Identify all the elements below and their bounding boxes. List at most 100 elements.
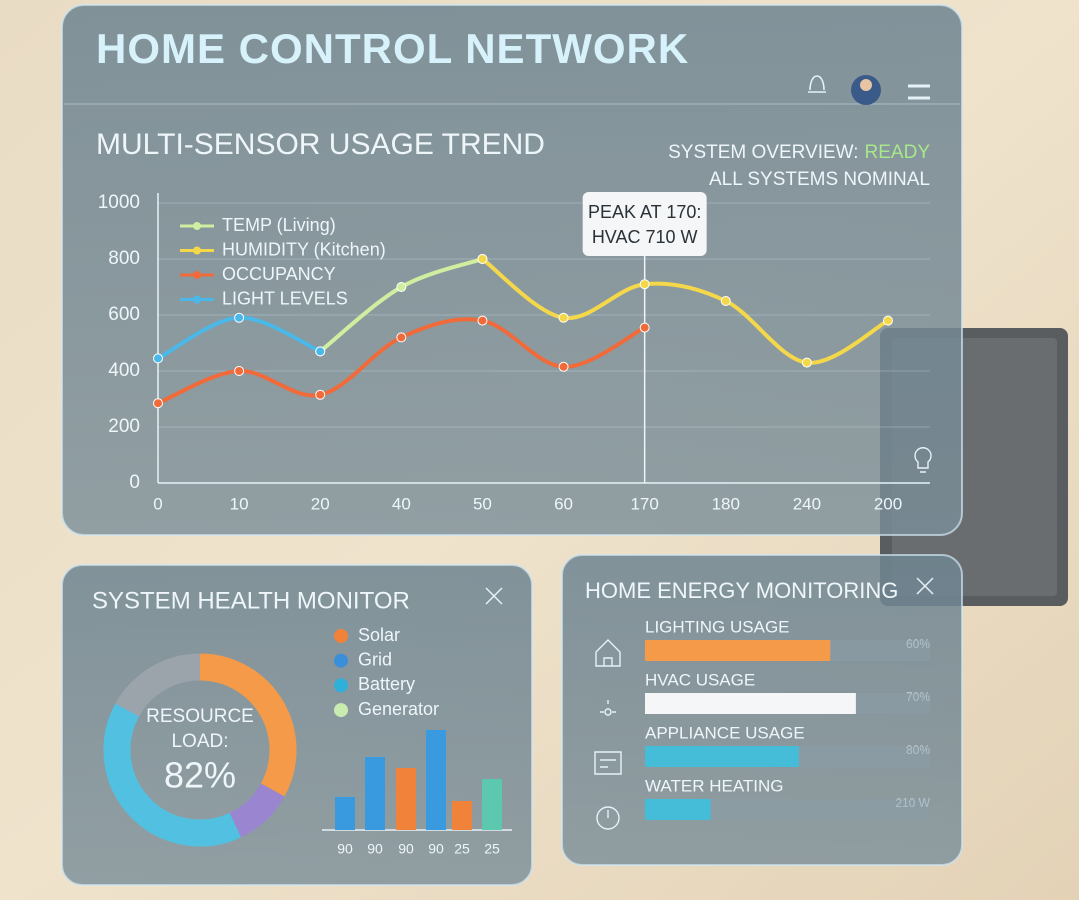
y-tick-label: 1000 <box>98 192 140 213</box>
energy-title: HOME ENERGY MONITORING <box>585 578 898 603</box>
data-point <box>720 296 731 306</box>
legend-dot <box>193 271 201 279</box>
legend-label: TEMP (Living) <box>222 215 336 235</box>
main-panel <box>61 4 963 536</box>
legend-dot <box>334 653 348 668</box>
data-point <box>883 315 893 326</box>
data-point <box>234 312 245 323</box>
app-title: HOME CONTROL NETWORK <box>96 25 689 72</box>
bar <box>645 693 856 714</box>
data-point <box>639 279 650 290</box>
x-tick-label: 90 <box>428 841 444 857</box>
data-point <box>153 353 163 364</box>
bar <box>365 757 385 830</box>
legend-label: HUMIDITY (Kitchen) <box>222 239 386 259</box>
bar <box>335 797 355 830</box>
bar-track <box>645 799 930 820</box>
x-tick-label: 90 <box>398 841 414 857</box>
avatar-face <box>860 79 872 91</box>
data-point <box>153 398 163 409</box>
bar <box>482 779 502 830</box>
donut-segment <box>229 783 285 838</box>
x-tick-label: 200 <box>874 494 902 513</box>
data-point <box>558 312 569 323</box>
x-tick-label: 90 <box>337 841 353 857</box>
status-note: ALL SYSTEMS NOMINAL <box>709 169 930 190</box>
home-icon <box>595 639 621 667</box>
close-button[interactable] <box>485 587 503 605</box>
appliance-icon <box>594 751 622 775</box>
x-tick-label: 20 <box>311 494 330 513</box>
usage-label: HVAC USAGE <box>645 670 755 689</box>
usage-label: LIGHTING USAGE <box>645 617 790 636</box>
data-point <box>396 282 407 292</box>
legend-label: Grid <box>358 649 392 669</box>
y-tick-label: 200 <box>108 416 140 437</box>
y-tick-label: 400 <box>108 360 140 381</box>
y-tick-label: 0 <box>129 472 140 493</box>
bar <box>645 640 831 661</box>
data-point <box>558 361 569 372</box>
y-tick-label: 600 <box>108 304 140 325</box>
series-line <box>480 257 890 365</box>
status-line: SYSTEM OVERVIEW: READY <box>668 142 930 163</box>
bell-icon[interactable] <box>808 75 826 93</box>
status-state: READY <box>865 142 931 163</box>
usage-label: WATER HEATING <box>645 776 784 795</box>
close-button[interactable] <box>916 577 934 595</box>
donut-center-text: LOAD: <box>171 731 228 752</box>
status-label: SYSTEM OVERVIEW: <box>668 142 858 163</box>
legend-label: Solar <box>358 625 400 645</box>
bar <box>426 730 446 830</box>
x-tick-label: 180 <box>712 494 740 513</box>
data-point <box>315 389 326 400</box>
x-tick-label: 50 <box>473 494 492 513</box>
legend-label: OCCUPANCY <box>222 264 336 284</box>
legend-label: LIGHT LEVELS <box>222 288 348 308</box>
x-tick-label: 60 <box>554 494 573 513</box>
data-point <box>477 315 488 326</box>
data-point <box>801 357 812 368</box>
data-point <box>234 366 245 376</box>
legend-dot <box>334 629 348 643</box>
bar <box>396 768 416 830</box>
x-tick-label: 90 <box>367 841 383 857</box>
y-tick-label: 800 <box>108 248 140 269</box>
legend-dot <box>334 703 348 718</box>
annotation-text: HVAC 710 W <box>592 227 698 247</box>
data-point <box>477 254 488 264</box>
x-tick-label: 25 <box>484 841 500 857</box>
legend-label: Generator <box>358 699 439 719</box>
donut-segment <box>199 653 297 797</box>
x-tick-label: 0 <box>153 494 162 513</box>
bulb-icon <box>914 447 932 473</box>
gauge-icon <box>596 806 620 830</box>
legend-dot <box>193 222 201 230</box>
data-point <box>639 322 650 333</box>
bar <box>645 746 799 767</box>
menu-icon[interactable] <box>908 84 930 100</box>
legend-label: Battery <box>358 674 415 694</box>
donut-segment <box>103 703 242 847</box>
usage-label: APPLIANCE USAGE <box>645 723 805 742</box>
donut-center-text: RESOURCE <box>146 706 254 727</box>
data-point <box>396 332 407 343</box>
bar <box>452 801 472 830</box>
sun-icon <box>600 700 616 716</box>
annotation-text: PEAK AT 170: <box>588 202 701 222</box>
x-tick-label: 240 <box>793 494 821 513</box>
health-title: SYSTEM HEALTH MONITOR <box>92 587 410 614</box>
donut-segment <box>115 653 201 717</box>
legend-dot <box>193 246 201 255</box>
legend-dot <box>334 678 348 693</box>
x-tick-label: 25 <box>454 841 470 857</box>
legend-dot <box>193 295 201 304</box>
chart-title: MULTI-SENSOR USAGE TREND <box>96 128 545 161</box>
donut-center-text: 82% <box>164 755 236 796</box>
annotation-box <box>582 192 707 256</box>
data-point <box>315 346 326 357</box>
x-tick-label: 170 <box>630 494 658 513</box>
x-tick-label: 40 <box>392 494 411 513</box>
x-tick-label: 10 <box>230 494 249 513</box>
